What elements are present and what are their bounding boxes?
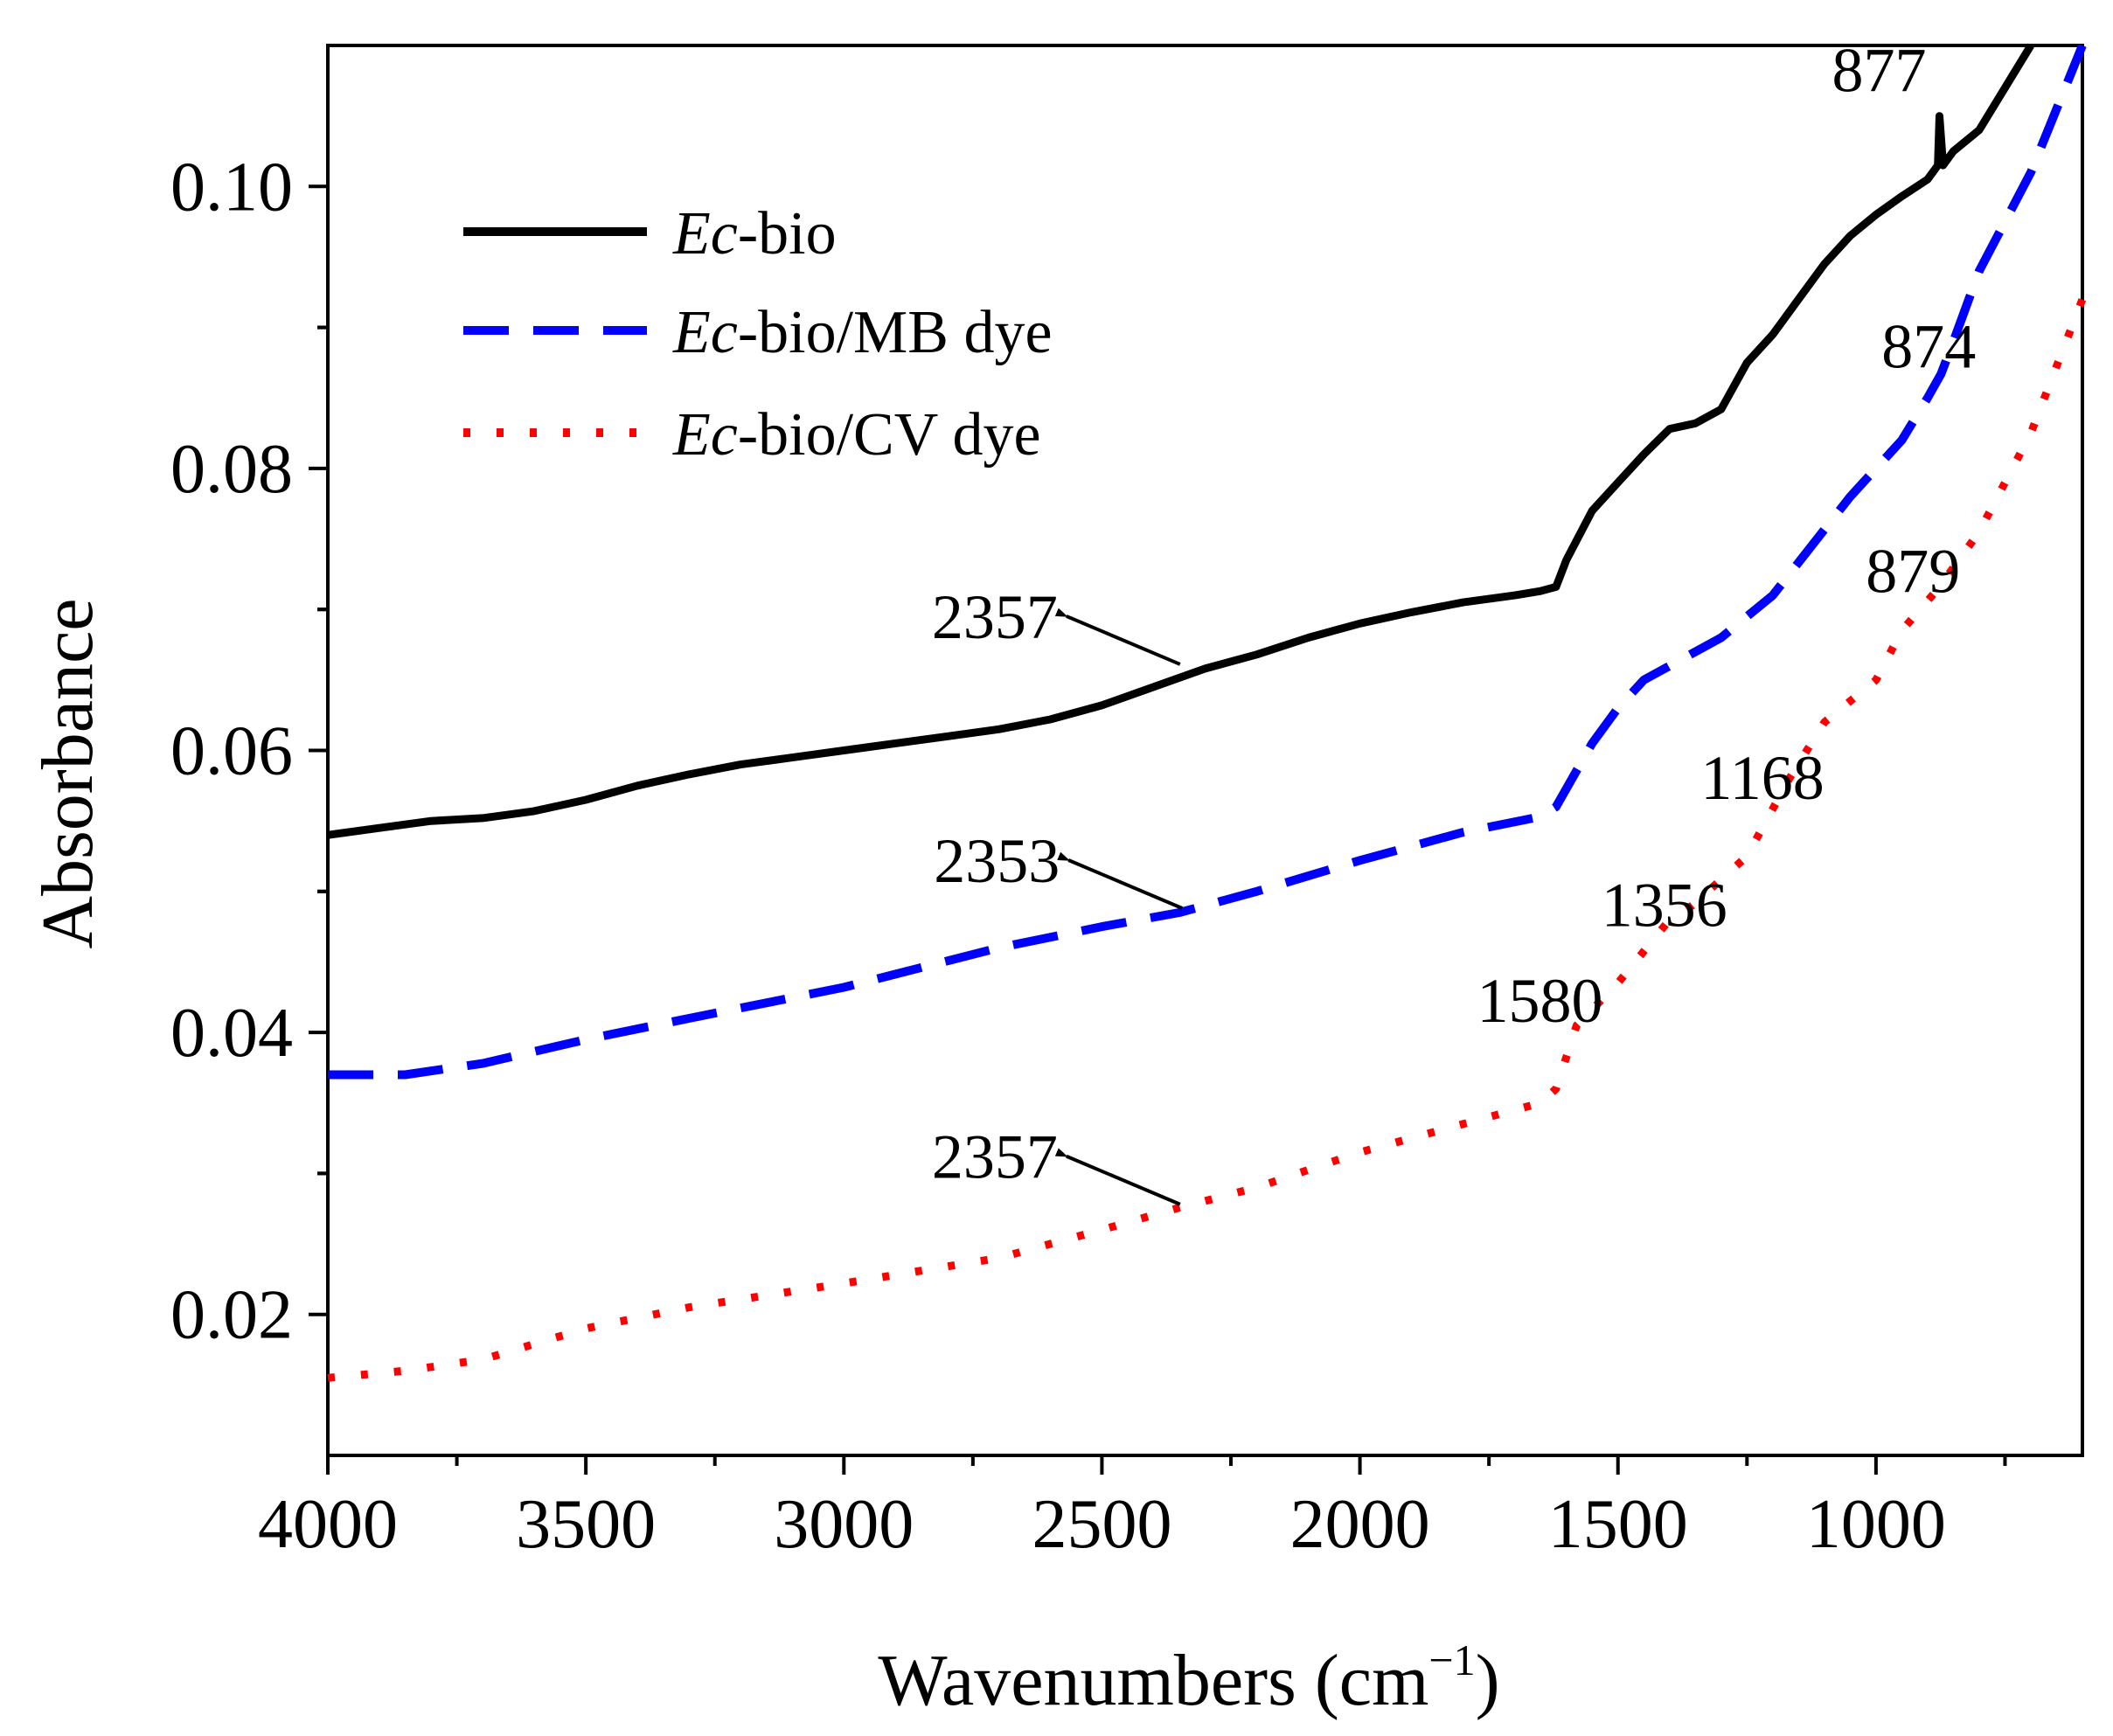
x-tick-label: 3000 bbox=[774, 1486, 914, 1563]
arrow-annotation-label: 2357 bbox=[932, 1122, 1058, 1192]
x-axis-ticks: 4000 3500 3000 2500 2000 1500 1000 bbox=[258, 1455, 2007, 1563]
y-tick-label: 0.10 bbox=[170, 149, 293, 226]
peak-annotation-879: 879 bbox=[1866, 536, 1960, 606]
peak-annotation-874: 874 bbox=[1881, 312, 1976, 382]
annotation-arrow bbox=[1057, 851, 1183, 910]
series-line-ec-bio bbox=[327, 43, 2034, 839]
y-tick-label: 0.04 bbox=[170, 995, 293, 1072]
legend-label-ec-bio-cv-dye: Ec-bio/CV dye bbox=[672, 401, 1041, 469]
x-tick-label: 1500 bbox=[1548, 1486, 1688, 1563]
x-tick-label: 1000 bbox=[1806, 1486, 1946, 1563]
y-tick-label: 0.02 bbox=[170, 1277, 293, 1354]
legend-entry-ec-bio-cv-dye: Ec-bio/CV dye bbox=[463, 401, 1041, 469]
arrow-annotation-label: 2357 bbox=[932, 582, 1058, 652]
peak-annotation-877: 877 bbox=[1831, 36, 1926, 106]
x-axis-title-suffix: ) bbox=[1476, 1640, 1500, 1721]
series-line-ec-bio-mb-dye bbox=[328, 44, 2087, 1080]
x-axis-title: Wavenumbers (cm−1) bbox=[878, 1635, 1499, 1721]
x-tick-label: 2500 bbox=[1032, 1486, 1171, 1563]
y-axis-title: Absorbance bbox=[27, 598, 108, 948]
peak-annotation-1580: 1580 bbox=[1477, 966, 1603, 1036]
x-axis-title-superscript: −1 bbox=[1428, 1635, 1475, 1684]
y-axis-ticks: 0.02 0.04 0.06 0.08 0.10 bbox=[170, 149, 328, 1354]
legend-entry-ec-bio-mb-dye: Ec-bio/MB dye bbox=[463, 299, 1053, 366]
y-tick-label: 0.08 bbox=[170, 431, 293, 508]
x-tick-label: 3500 bbox=[516, 1486, 656, 1563]
annotation-arrow bbox=[1054, 608, 1181, 666]
legend: Ec-bio Ec-bio/MB dye Ec-bio/CV dye bbox=[463, 200, 1053, 469]
peak-annotation-1356: 1356 bbox=[1602, 870, 1727, 940]
annotation-layer: 877 874 879 1168 1356 1580 2357 2353 2357 bbox=[932, 36, 1976, 1206]
x-tick-label: 2000 bbox=[1290, 1486, 1430, 1563]
peak-annotation-1168: 1168 bbox=[1700, 743, 1824, 813]
annotation-arrow bbox=[1054, 1148, 1181, 1206]
arrow-annotation-label: 2353 bbox=[934, 826, 1060, 896]
legend-label-ec-bio-mb-dye: Ec-bio/MB dye bbox=[672, 299, 1053, 366]
legend-label-ec-bio: Ec-bio bbox=[672, 200, 837, 267]
series-line-ec-bio-cv-dye bbox=[327, 297, 2087, 1382]
legend-entry-ec-bio: Ec-bio bbox=[463, 200, 837, 267]
x-tick-label: 4000 bbox=[258, 1486, 398, 1563]
y-tick-label: 0.06 bbox=[170, 713, 293, 790]
series-layer bbox=[327, 43, 2087, 1382]
